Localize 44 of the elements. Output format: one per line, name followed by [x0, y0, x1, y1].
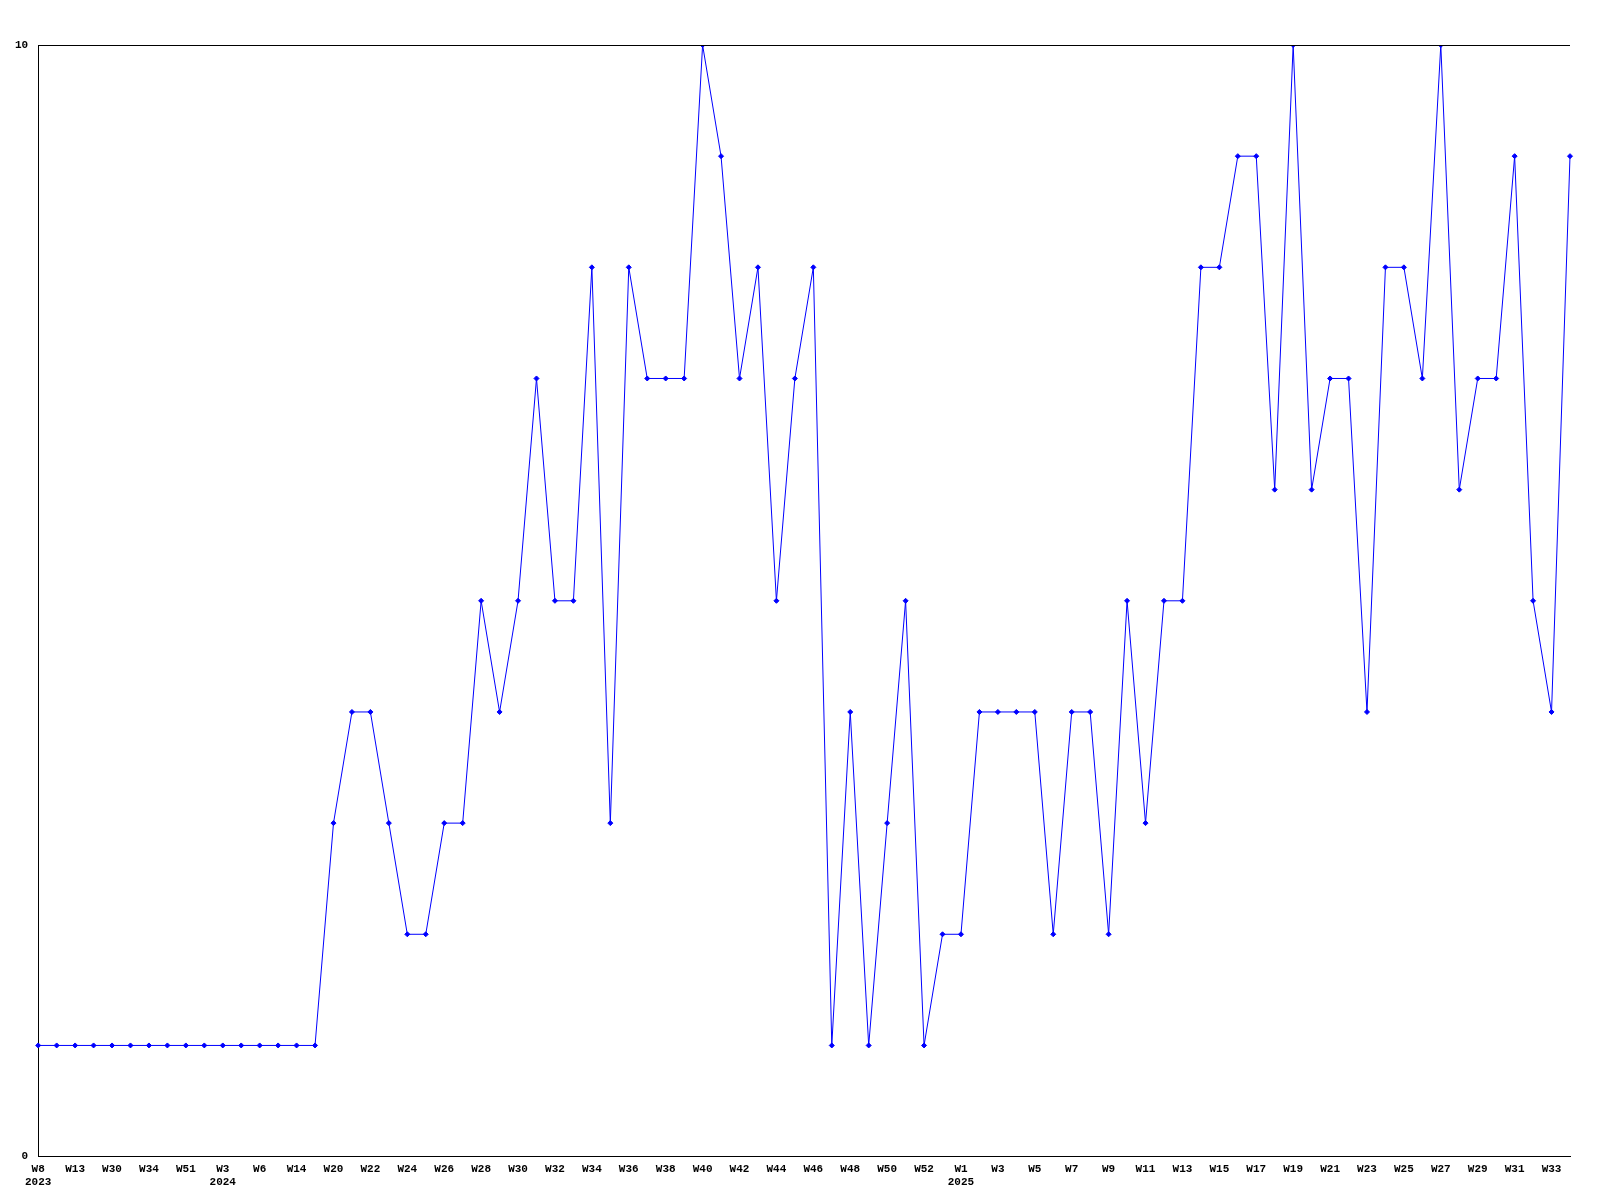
x-tick-label: W50 [877, 1162, 898, 1175]
x-tick-label: W8 2023 [25, 1162, 52, 1189]
x-tick-label: W7 [1065, 1162, 1079, 1175]
x-tick-label: W36 [618, 1162, 639, 1175]
x-tick-label: W42 [729, 1162, 750, 1175]
x-tick-label: W30 [508, 1162, 528, 1175]
x-tick-label: W22 [360, 1162, 381, 1175]
x-tick-label: W14 [286, 1162, 307, 1175]
x-tick-label: W30 [102, 1162, 122, 1175]
x-tick-label: W5 [1028, 1162, 1042, 1175]
x-tick-label: W13 [65, 1162, 86, 1175]
x-tick-label: W19 [1283, 1162, 1304, 1175]
x-tick-label: W51 [175, 1162, 197, 1175]
x-tick-label: W34 [581, 1162, 603, 1175]
x-tick-label: W15 [1209, 1162, 1230, 1175]
x-tick-label: W40 [692, 1162, 713, 1175]
x-tick-label: W28 [471, 1162, 492, 1175]
x-tick-label: W48 [840, 1162, 861, 1175]
x-tick-label: W34 [139, 1162, 160, 1175]
x-tick-label: W3 2024 [209, 1162, 237, 1189]
y-tick-label: 0 [21, 1150, 29, 1163]
x-tick-label: W31 [1504, 1162, 1525, 1175]
y-tick-label: 10 [15, 38, 29, 51]
x-tick-label: W3 [991, 1162, 1005, 1175]
x-tick-label: W27 [1430, 1162, 1451, 1175]
x-tick-label: W21 [1320, 1162, 1341, 1175]
x-tick-label: W25 [1394, 1162, 1415, 1175]
x-tick-label: W6 [253, 1162, 267, 1175]
x-tick-label: W32 [545, 1162, 565, 1175]
x-tick-label: W29 [1467, 1162, 1488, 1175]
x-tick-label: W13 [1172, 1162, 1193, 1175]
x-tick-label: W52 [914, 1162, 934, 1175]
x-tick-label: W24 [397, 1162, 418, 1175]
x-tick-label: W46 [803, 1162, 824, 1175]
x-tick-label: W9 [1102, 1162, 1116, 1175]
x-tick-label: W23 [1357, 1162, 1378, 1175]
x-tick-label: W20 [323, 1162, 344, 1175]
x-tick-label: W11 [1135, 1162, 1156, 1175]
x-tick-label: W44 [766, 1162, 787, 1175]
x-tick-label: W1 2025 [947, 1162, 975, 1189]
x-tick-label: W26 [434, 1162, 455, 1175]
x-tick-label: W33 [1541, 1162, 1562, 1175]
x-tick-label: W38 [655, 1162, 676, 1175]
x-tick-label: W17 [1246, 1162, 1267, 1175]
